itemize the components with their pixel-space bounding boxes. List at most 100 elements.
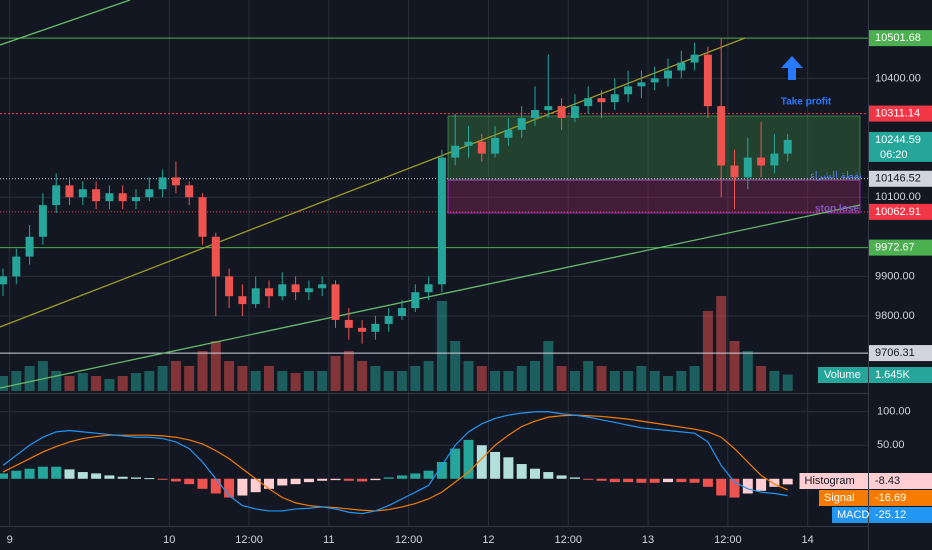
- candle-body: [145, 189, 154, 198]
- volume-name: Volume: [824, 369, 861, 381]
- volume-bar: [636, 366, 647, 391]
- histogram-bar: [490, 451, 501, 479]
- histogram-bar: [503, 457, 514, 479]
- histogram-bar: [636, 478, 647, 483]
- histogram-bar: [397, 475, 407, 479]
- price-label-box: [869, 170, 932, 187]
- volume-bar: [37, 361, 48, 391]
- volume-bar: [503, 371, 514, 391]
- macd-line: [2, 414, 788, 512]
- candle-body: [677, 62, 686, 71]
- volume-bar: [290, 373, 301, 391]
- volume-bar: [410, 366, 421, 391]
- histogram-bar: [623, 478, 634, 483]
- volume-bar: [117, 376, 128, 391]
- candle-body: [225, 276, 234, 297]
- histogram-bar: [530, 468, 540, 479]
- x-tick-label: 10: [163, 534, 175, 546]
- annotation: نقطة الشراء: [810, 171, 862, 182]
- arrow-up: [781, 56, 803, 80]
- histogram-bar: [290, 478, 301, 485]
- x-tick-label: 12:00: [554, 534, 582, 546]
- price-label: 9972.67: [875, 242, 915, 254]
- candle-body: [477, 141, 486, 154]
- volume-bar: [0, 376, 8, 391]
- volume-bars: [0, 296, 793, 391]
- volume-bar: [24, 366, 35, 391]
- histogram-bar: [423, 470, 434, 479]
- candle-body: [717, 106, 726, 166]
- candle-body: [757, 157, 766, 166]
- histogram-bar: [609, 478, 620, 483]
- histogram-bar: [277, 478, 288, 486]
- histogram-bar: [663, 478, 673, 483]
- x-tick-label: 12: [482, 534, 494, 546]
- candle-body: [557, 106, 566, 118]
- candle-body: [105, 193, 114, 202]
- volume-bar: [543, 341, 554, 391]
- volume-bar: [170, 361, 181, 391]
- price-label-box: [869, 105, 932, 122]
- histogram-bar: [210, 478, 221, 494]
- trend-line: [0, 0, 131, 46]
- volume-bar: [64, 376, 75, 391]
- histogram-bar: [224, 478, 235, 498]
- histogram-bar: [343, 478, 354, 481]
- candle-body: [65, 185, 74, 198]
- histogram-bar: [450, 448, 461, 479]
- trend-line: [0, 37, 746, 328]
- legend-name: Signal: [824, 492, 855, 504]
- candle-body: [278, 284, 287, 297]
- candle-body: [0, 276, 7, 285]
- histogram-bar: [170, 478, 181, 482]
- histogram-bar: [330, 478, 341, 481]
- legend-value-box: [869, 507, 932, 523]
- candle-body: [158, 177, 167, 190]
- histogram-bar: [77, 472, 88, 479]
- candle-body: [650, 78, 659, 83]
- y-tick-label: 10400.00: [875, 72, 921, 84]
- candle-body: [25, 236, 34, 257]
- volume-bar: [663, 376, 673, 391]
- legend-name: MACD: [837, 509, 869, 521]
- volume-bar: [264, 366, 274, 391]
- histogram-bar: [596, 478, 607, 481]
- price-label: 10146.52: [875, 173, 921, 185]
- candle-body: [664, 70, 672, 79]
- volume-bar: [463, 361, 474, 391]
- y-tick-label: 10100.00: [875, 191, 921, 203]
- candle-body: [610, 94, 619, 103]
- candle-body: [344, 319, 353, 328]
- x-tick-label: 12:00: [714, 534, 742, 546]
- price-label: 10501.68: [875, 32, 921, 44]
- candle-body: [318, 284, 327, 289]
- volume-bar: [157, 366, 168, 391]
- x-tick-label: 14: [802, 534, 814, 546]
- candle-body: [251, 288, 260, 305]
- candle-body: [690, 54, 699, 63]
- candle-body: [517, 117, 526, 130]
- candle-body: [38, 205, 47, 237]
- histogram-bar: [543, 472, 554, 479]
- candle-body: [398, 308, 406, 316]
- legend-value: -25.12: [875, 509, 906, 521]
- histogram-bar: [583, 478, 594, 480]
- volume-bar: [11, 371, 22, 391]
- candle-body: [570, 106, 579, 118]
- volume-bar: [370, 366, 381, 391]
- volume-bar: [609, 371, 620, 391]
- volume-bar: [530, 361, 540, 391]
- candle-body: [358, 327, 367, 332]
- candle-body: [171, 177, 180, 186]
- y-tick-label: 9800.00: [875, 310, 915, 322]
- volume-bar: [210, 341, 221, 391]
- histogram-bar: [91, 473, 102, 479]
- grid: [0, 0, 868, 526]
- volume-bar: [357, 361, 368, 391]
- price-label-box: [869, 239, 932, 256]
- candle-body: [411, 292, 420, 309]
- histogram-bar: [157, 478, 168, 480]
- candle-body: [384, 315, 393, 324]
- axes: 10400.00 10100.00 9900.00 9800.00 9 10 12:00 11…: [7, 30, 932, 546]
